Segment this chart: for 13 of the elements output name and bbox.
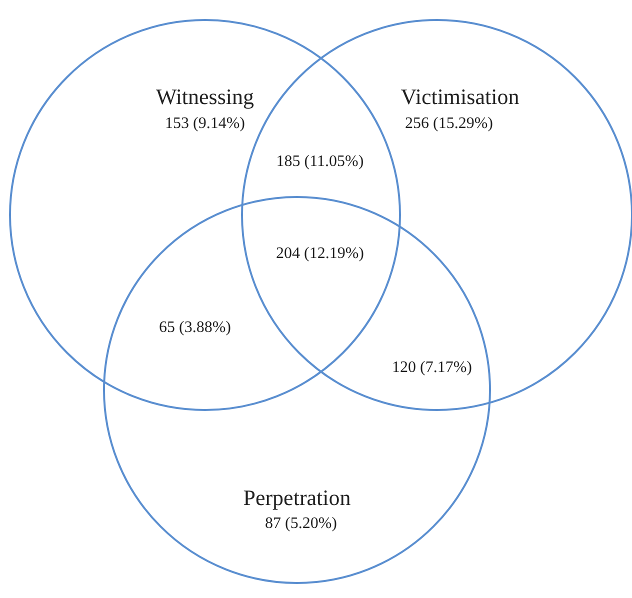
text: (5.20%) <box>285 515 337 532</box>
category-label: Witnessing <box>156 84 254 109</box>
text: 185 (11.05%) <box>276 153 364 170</box>
text: 65 (3.88%) <box>159 319 231 336</box>
category-label: Victimisation <box>400 84 520 109</box>
data-label: 153 <box>165 115 189 132</box>
text: 120 (7.17%) <box>392 359 472 376</box>
text: 204 (12.19%) <box>276 245 364 262</box>
data-label: 87 <box>265 515 281 532</box>
data-label: 256 <box>405 115 429 132</box>
text: (9.14%) <box>193 115 245 132</box>
text: (15.29%) <box>433 115 493 132</box>
category-label: Perpetration <box>243 485 351 510</box>
